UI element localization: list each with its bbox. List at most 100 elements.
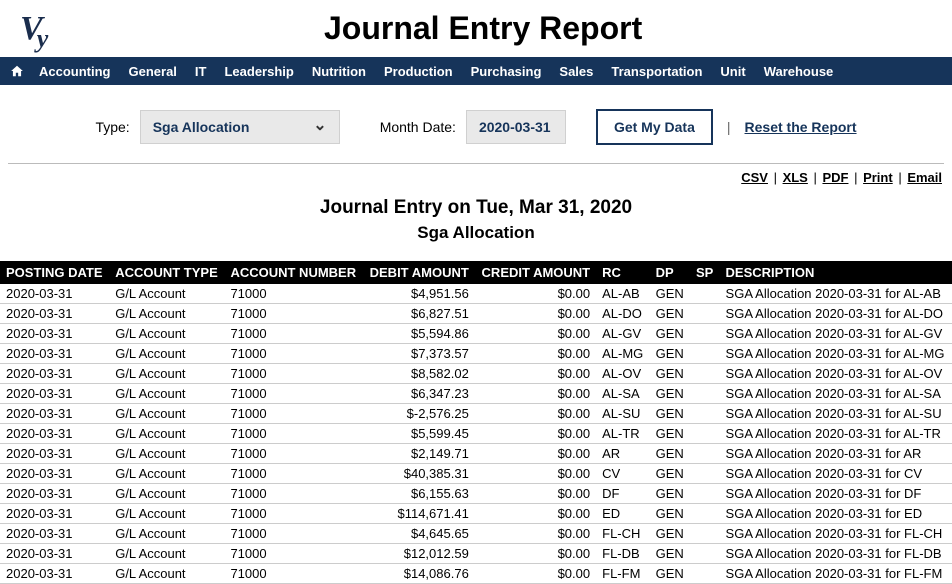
export-xls-link[interactable]: XLS [783,170,808,185]
type-select[interactable]: Sga Allocation [140,110,340,144]
type-select-value: Sga Allocation [153,119,250,135]
table-cell: GEN [650,504,690,524]
table-cell [690,324,720,344]
export-print-link[interactable]: Print [863,170,893,185]
table-cell: G/L Account [109,384,224,404]
table-cell: SGA Allocation 2020-03-31 for CV [720,464,952,484]
table-cell: GEN [650,464,690,484]
table-cell: 2020-03-31 [0,464,109,484]
nav-sales[interactable]: Sales [550,58,602,85]
month-date-input[interactable]: 2020-03-31 [466,110,566,144]
nav-transportation[interactable]: Transportation [602,58,711,85]
subtitle-line2: Sga Allocation [0,223,952,243]
nav-accounting[interactable]: Accounting [30,58,120,85]
table-cell: SGA Allocation 2020-03-31 for AL-GV [720,324,952,344]
table-cell: 2020-03-31 [0,384,109,404]
table-cell: AL-AB [596,284,649,304]
table-cell: $6,347.23 [363,384,475,404]
export-row: CSV | XLS | PDF | Print | Email [0,164,952,189]
nav-nutrition[interactable]: Nutrition [303,58,375,85]
table-cell: GEN [650,424,690,444]
nav-warehouse[interactable]: Warehouse [755,58,843,85]
table-cell: G/L Account [109,524,224,544]
col-credit-amount: CREDIT AMOUNT [475,261,596,284]
table-cell: $0.00 [475,344,596,364]
nav-purchasing[interactable]: Purchasing [462,58,551,85]
table-cell: G/L Account [109,304,224,324]
table-cell: $0.00 [475,564,596,584]
nav-unit[interactable]: Unit [711,58,754,85]
table-cell: SGA Allocation 2020-03-31 for DF [720,484,952,504]
table-cell: G/L Account [109,324,224,344]
table-cell: 71000 [224,384,363,404]
table-cell: 71000 [224,484,363,504]
table-cell: $114,671.41 [363,504,475,524]
table-row: 2020-03-31G/L Account71000$14,086.76$0.0… [0,564,952,584]
table-cell [690,304,720,324]
table-row: 2020-03-31G/L Account71000$2,149.71$0.00… [0,444,952,464]
table-cell: G/L Account [109,444,224,464]
table-cell: $6,827.51 [363,304,475,324]
table-cell: $5,594.86 [363,324,475,344]
logo[interactable]: Vy [20,12,54,46]
table-cell: G/L Account [109,484,224,504]
table-cell: GEN [650,564,690,584]
table-cell: ED [596,504,649,524]
controls-row: Type: Sga Allocation Month Date: 2020-03… [0,85,952,163]
nav-it[interactable]: IT [186,58,216,85]
table-cell: $0.00 [475,524,596,544]
col-account-number: ACCOUNT NUMBER [224,261,363,284]
table-cell [690,524,720,544]
table-cell [690,484,720,504]
table-row: 2020-03-31G/L Account71000$114,671.41$0.… [0,504,952,524]
table-cell [690,424,720,444]
reset-report-link[interactable]: Reset the Report [745,119,857,135]
table-cell: GEN [650,344,690,364]
table-cell: G/L Account [109,544,224,564]
table-cell: 71000 [224,284,363,304]
table-cell: GEN [650,444,690,464]
table-cell: 71000 [224,324,363,344]
col-posting-date: POSTING DATE [0,261,109,284]
table-cell: $4,951.56 [363,284,475,304]
nav-leadership[interactable]: Leadership [215,58,302,85]
table-cell [690,564,720,584]
table-row: 2020-03-31G/L Account71000$4,645.65$0.00… [0,524,952,544]
table-cell: SGA Allocation 2020-03-31 for AL-AB [720,284,952,304]
table-cell: $4,645.65 [363,524,475,544]
table-cell: 2020-03-31 [0,544,109,564]
table-cell: G/L Account [109,464,224,484]
table-cell: GEN [650,304,690,324]
table-cell: $12,012.59 [363,544,475,564]
table-cell: 2020-03-31 [0,344,109,364]
export-csv-link[interactable]: CSV [741,170,768,185]
col-dp: DP [650,261,690,284]
table-cell: AL-MG [596,344,649,364]
table-cell: $5,599.45 [363,424,475,444]
table-cell: $-2,576.25 [363,404,475,424]
nav-general[interactable]: General [120,58,186,85]
table-cell [690,364,720,384]
get-my-data-button[interactable]: Get My Data [596,109,713,145]
table-cell: $0.00 [475,504,596,524]
table-cell: 71000 [224,304,363,324]
table-row: 2020-03-31G/L Account71000$6,347.23$0.00… [0,384,952,404]
table-cell: AL-OV [596,364,649,384]
export-pdf-link[interactable]: PDF [822,170,848,185]
nav-production[interactable]: Production [375,58,462,85]
table-cell: 71000 [224,404,363,424]
table-cell: GEN [650,524,690,544]
table-cell [690,344,720,364]
table-cell: G/L Account [109,284,224,304]
export-email-link[interactable]: Email [907,170,942,185]
table-cell: 71000 [224,504,363,524]
table-cell: SGA Allocation 2020-03-31 for FL-CH [720,524,952,544]
table-cell: 2020-03-31 [0,484,109,504]
home-icon[interactable] [4,60,30,82]
table-cell: 71000 [224,524,363,544]
table-cell: GEN [650,484,690,504]
table-cell [690,444,720,464]
table-cell [690,544,720,564]
table-cell: $0.00 [475,384,596,404]
table-cell: FL-FM [596,564,649,584]
